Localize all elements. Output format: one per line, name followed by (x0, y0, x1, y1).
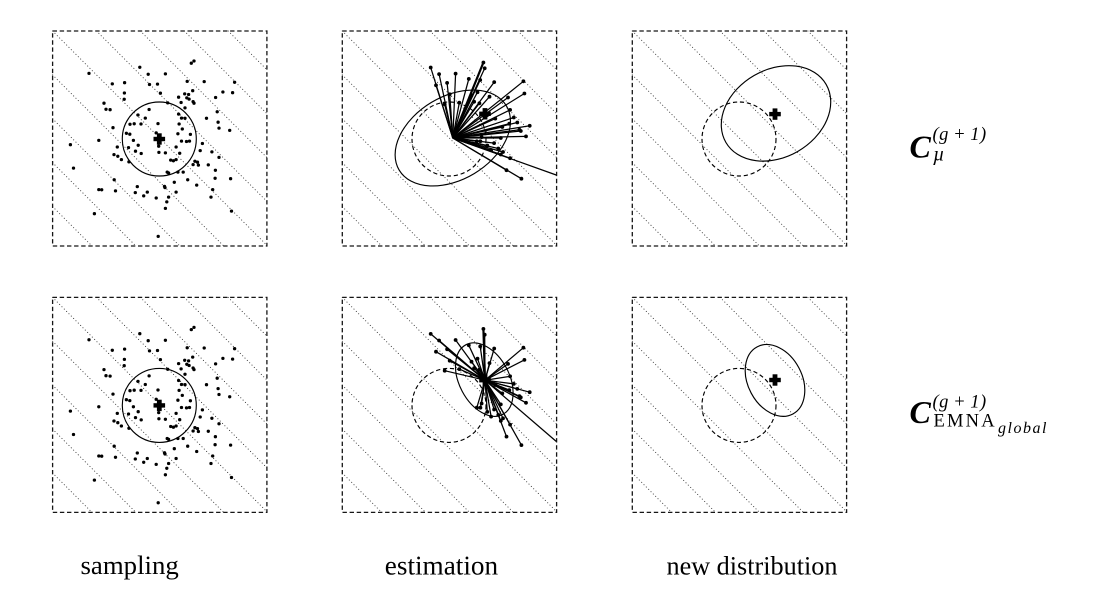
svg-text:sampling: sampling (81, 550, 179, 580)
svg-text:estimation: estimation (385, 550, 499, 580)
svg-text:EMNA: EMNA (934, 412, 997, 432)
svg-text:C: C (910, 129, 932, 165)
svg-text:(g + 1): (g + 1) (933, 392, 987, 412)
svg-text:new distribution: new distribution (667, 552, 838, 581)
svg-text:(g + 1): (g + 1) (933, 125, 987, 145)
svg-text:global: global (998, 420, 1048, 437)
svg-text:µ: µ (933, 144, 945, 166)
svg-text:C: C (910, 394, 932, 430)
